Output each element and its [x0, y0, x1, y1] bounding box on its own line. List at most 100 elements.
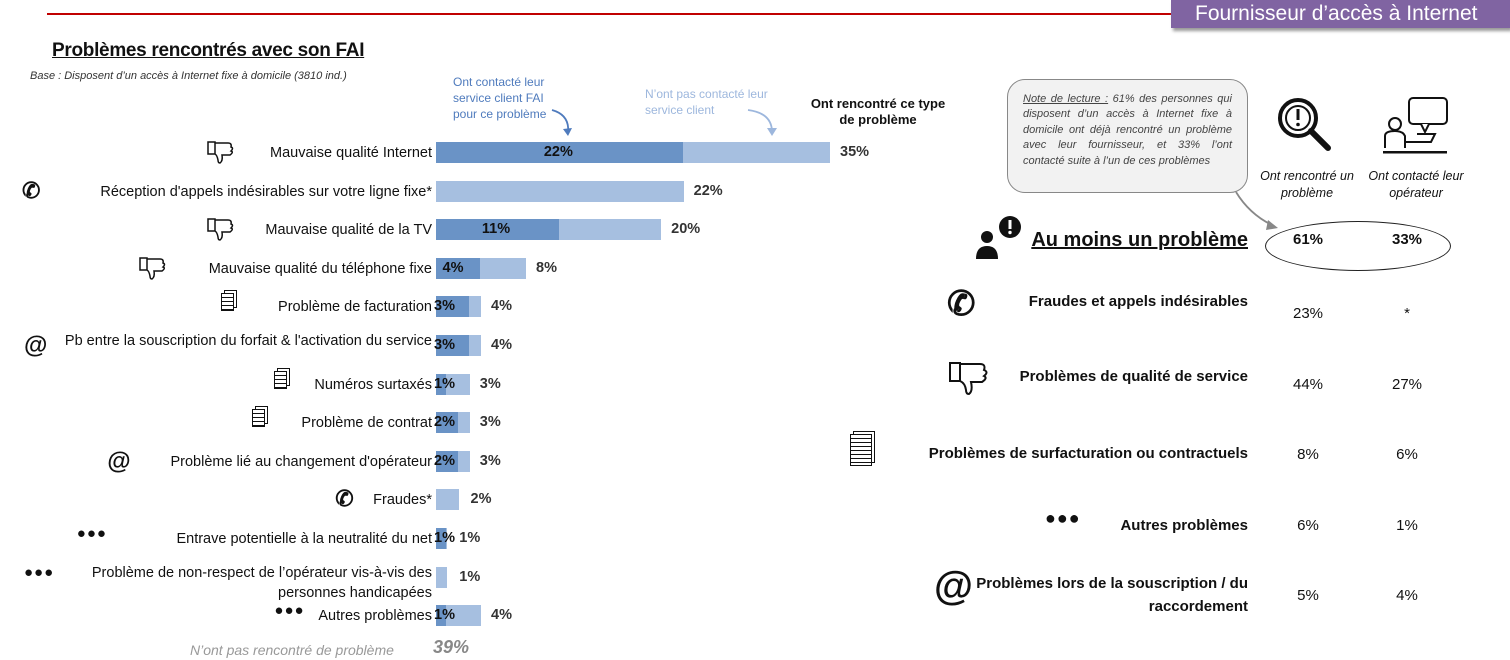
bar-contacted-label: 1% [434, 530, 455, 546]
category-label: Problème lié au changement d'opérateur [170, 453, 432, 470]
chart-row: Pb entre la souscription du forfait & l'… [0, 332, 900, 365]
bar-total-label: 22% [693, 182, 723, 199]
chart-row: Mauvaise qualité de la TV 11% 20% [0, 216, 900, 249]
bar-contacted [436, 142, 683, 163]
bar-contacted [436, 605, 447, 627]
bar-contacted [436, 528, 447, 549]
base-note: Base : Disposent d’un accès à Internet f… [30, 70, 347, 82]
document-icon [850, 434, 872, 471]
bar-total-label: 3% [479, 375, 501, 392]
chart-row: Mauvaise qualité Internet 22% 35% [0, 139, 900, 172]
bar-contacted-label: 3% [434, 298, 455, 315]
magnifier-alert-icon [1278, 98, 1331, 151]
bar-contacted [436, 296, 469, 318]
chart-row: Problème de contrat 2% 3% [0, 409, 900, 442]
summary-value-contacted: 27% [1391, 376, 1423, 393]
document-icon [251, 409, 265, 432]
chart-title: Problèmes rencontrés avec son FAI [52, 40, 365, 61]
category-label: Fraudes* [373, 492, 432, 509]
chart-row: Entrave potentielle à la neutralité du n… [0, 525, 900, 558]
bar-total-label: 8% [536, 259, 558, 276]
bar-contacted-label: 22% [543, 144, 573, 160]
legend-not-contacted: N’ont pas contacté leur service client [645, 87, 768, 117]
bar-total-label: 4% [491, 298, 512, 315]
chart-row: Problème de facturation 3% 4% [0, 293, 900, 326]
category-label: Mauvaise qualité Internet [269, 145, 432, 161]
bar-total-label: 3% [479, 452, 501, 469]
summary-label: Problèmes de qualité de service [1019, 368, 1248, 385]
at-icon: @ [24, 332, 48, 359]
person-chat-icon [1383, 97, 1448, 154]
summary-value-encountered: 6% [1297, 517, 1319, 534]
summary-value-encountered: 44% [1292, 376, 1324, 393]
thumbs-down-icon [948, 359, 992, 402]
category-label: Mauvaise qualité de la TV [265, 222, 432, 239]
column-header-encountered: Ont rencontré un problème [1260, 169, 1354, 200]
bar-total-label: 1% [459, 530, 481, 546]
bar-contacted [436, 412, 458, 434]
bar-total-label: 2% [470, 491, 492, 508]
phone-icon: ✆ [947, 285, 976, 323]
thumbs-down-icon [138, 255, 166, 286]
summary-value-encountered: 5% [1297, 587, 1319, 604]
chart-row: Problème de non-respect de l’opérateur v… [0, 563, 900, 601]
bar-total-label: 20% [671, 221, 701, 238]
section-banner: Fournisseur d’accès à Internet [1171, 0, 1510, 28]
category-label: Mauvaise qualité du téléphone fixe [208, 260, 432, 277]
bar-contacted-label: 2% [434, 452, 455, 469]
bar-total [436, 180, 684, 202]
bar-contacted [436, 335, 469, 356]
bar-total-label: 4% [491, 337, 512, 353]
no-problem: N’ont pas rencontré de problème 39% [190, 637, 469, 658]
bar-total [436, 489, 459, 511]
bar-contacted-label: 4% [442, 259, 464, 276]
no-problem-label: N’ont pas rencontré de problème [190, 642, 394, 658]
summary-value-contacted: * [1404, 305, 1410, 322]
summary-value-encountered: 61% [1292, 231, 1324, 248]
summary-value-contacted: 4% [1396, 587, 1418, 604]
legend-arrows [551, 109, 777, 136]
thumbs-down-icon [206, 139, 234, 170]
bar-contacted-label: 11% [481, 221, 511, 238]
phone-icon: ✆ [335, 486, 354, 512]
legend-contacted: Ont contacté leur service client FAI pou… [453, 75, 547, 121]
bar-contacted-label: 2% [434, 414, 455, 431]
summary-value-contacted: 6% [1396, 446, 1418, 463]
no-problem-value: 39% [433, 637, 470, 657]
bar-total-label: 3% [479, 414, 501, 431]
dots-icon: ●●● [76, 525, 107, 542]
phone-icon: ✆ [22, 177, 41, 203]
category-label: Pb entre la souscription du forfait & l'… [64, 333, 432, 349]
chart-row: Réception d'appels indésirables sur votr… [0, 177, 900, 211]
bar-contacted [436, 373, 447, 395]
highlight-ellipse [1265, 221, 1451, 271]
category-label: Problème de facturation [278, 299, 432, 316]
bar-contacted-label: 1% [434, 607, 455, 624]
bar-contacted [436, 219, 559, 241]
bar-contacted-label: 3% [434, 337, 455, 353]
document-icon [274, 370, 288, 394]
summary-value-encountered: 8% [1297, 446, 1319, 463]
category-label: Entrave potentielle à la neutralité du n… [176, 531, 432, 547]
bar-total-label: 4% [491, 607, 512, 624]
summary-label: Au moins un problème [1031, 229, 1248, 251]
bar-total-label: 1% [459, 568, 481, 585]
thumbs-down-icon [206, 216, 234, 247]
summary-label: Fraudes et appels indésirables [1028, 293, 1248, 310]
column-header-contacted: Ont contacté leur opérateur [1368, 169, 1464, 200]
chart-row: Problème lié au changement d'opérateur @2… [0, 448, 900, 481]
chart-row: Mauvaise qualité du téléphone fixe 4% 8% [0, 255, 900, 288]
bar-total [436, 605, 482, 627]
summary-label: Problèmes de surfacturation ou contractu… [928, 445, 1248, 462]
summary-label: Autres problèmes [1120, 517, 1248, 534]
note-arrow [1235, 191, 1278, 230]
dots-icon: ●●● [274, 602, 305, 620]
header-rule [47, 13, 1177, 15]
dots-icon: ●●● [24, 563, 55, 581]
bar-contacted [436, 257, 481, 279]
chart-row: Autres problèmes ●●● 1% 4% [0, 602, 900, 635]
bar-contacted-label: 1% [434, 375, 455, 392]
bar-contacted [436, 450, 458, 472]
category-label: Problème de contrat [301, 415, 432, 432]
chart-row: Numéros surtaxés 1% 3% [0, 370, 900, 404]
